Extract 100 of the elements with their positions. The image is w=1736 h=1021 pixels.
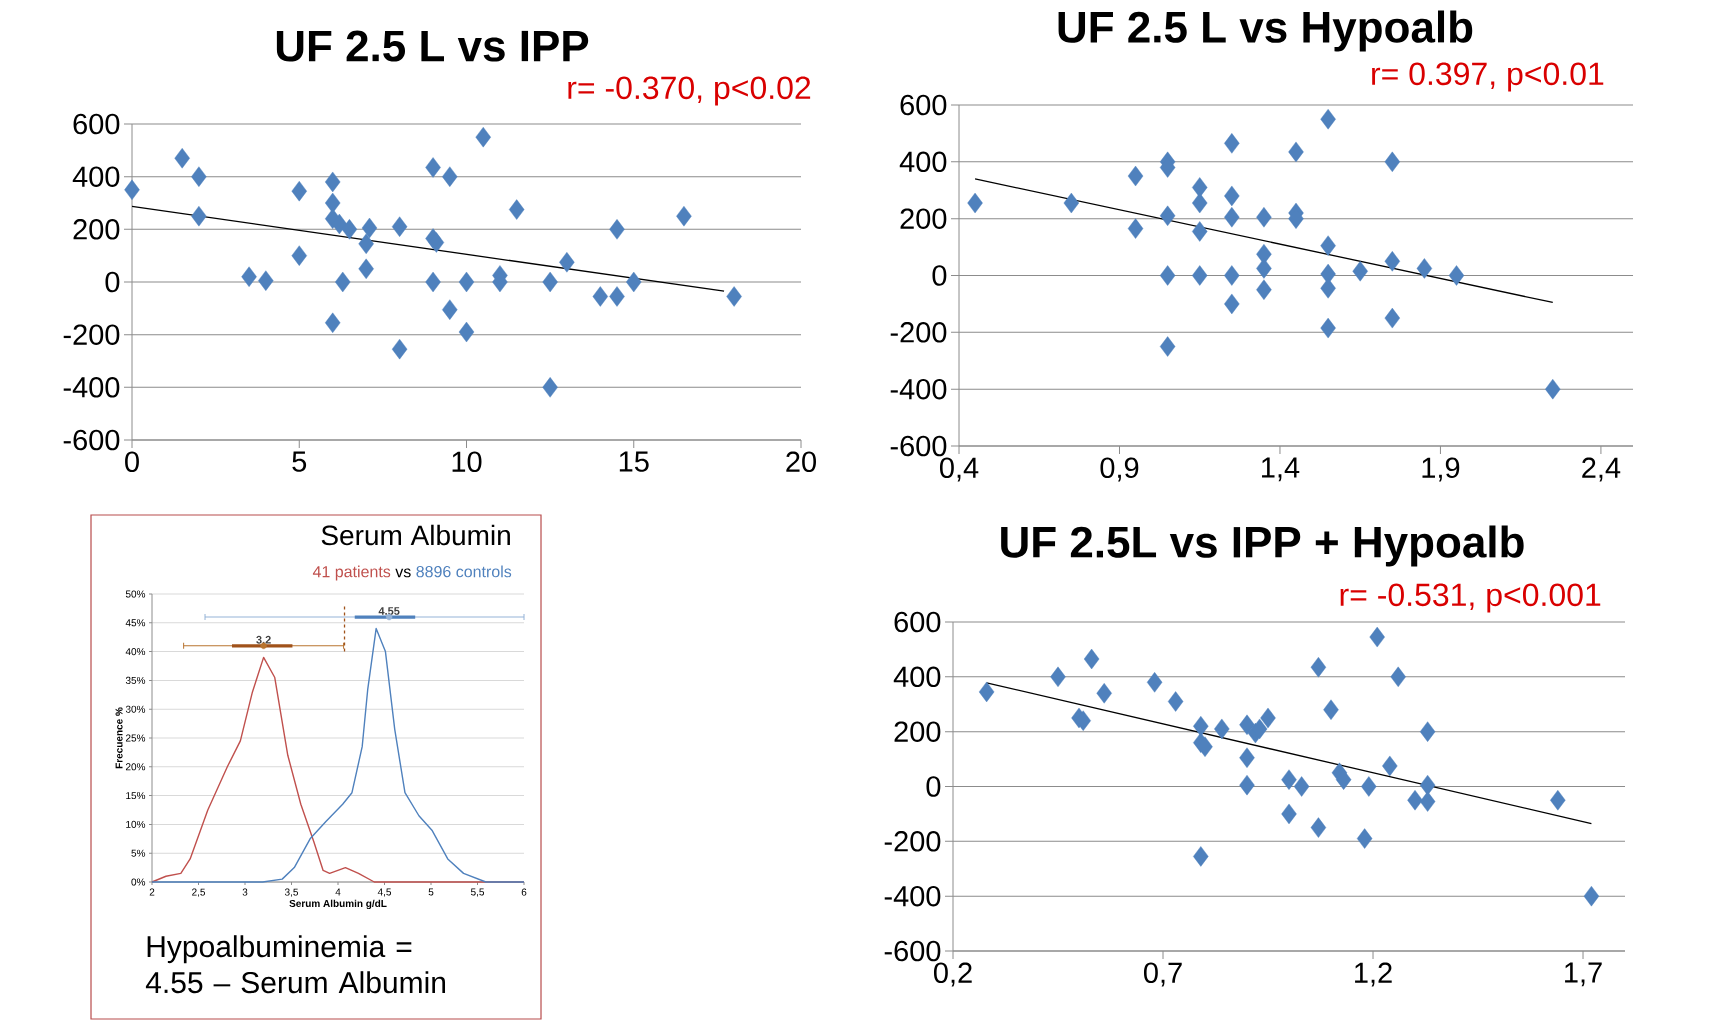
- point: [291, 180, 307, 202]
- point: [1320, 235, 1336, 256]
- x-tick-label: 2,5: [192, 888, 206, 897]
- y-tick-label: 0: [105, 271, 120, 293]
- point: [1419, 774, 1436, 796]
- y-tick-label: 600: [894, 611, 941, 633]
- point: [1545, 378, 1561, 400]
- y-tick-label: -600: [890, 435, 947, 457]
- point: [542, 377, 558, 398]
- point: [1281, 769, 1297, 790]
- point: [1146, 672, 1163, 693]
- point: [1159, 336, 1176, 357]
- point: [1419, 791, 1436, 812]
- x-axis-title: Serum Albumin g/dL: [289, 899, 387, 910]
- y-tick-label: 40%: [125, 648, 146, 656]
- point: [1224, 207, 1240, 228]
- point: [609, 219, 625, 240]
- point: [1550, 790, 1566, 811]
- point: [1063, 192, 1080, 214]
- y-tick-label: 15%: [126, 792, 146, 800]
- text: 41 patients: [312, 565, 391, 581]
- point: [609, 286, 625, 307]
- y-tick-label: 400: [893, 666, 941, 688]
- y-axis-title: Frecuence %: [115, 707, 123, 769]
- y-tick-label: 45%: [125, 619, 146, 627]
- x-tick-label: 15: [619, 451, 649, 472]
- point: [1192, 221, 1208, 242]
- chart-title: UF 2.5 L vs IPP: [276, 30, 589, 62]
- point: [1419, 721, 1436, 742]
- text: 8896 controls: [416, 565, 512, 578]
- text: vs: [395, 568, 411, 578]
- point: [1127, 218, 1144, 239]
- point: [1384, 251, 1400, 272]
- point: [1096, 683, 1112, 704]
- x-tick-label: 10: [452, 451, 482, 473]
- point: [1382, 755, 1398, 777]
- point: [1356, 828, 1373, 849]
- text: r= 0.397, p<0.01: [1372, 62, 1604, 92]
- point: [191, 205, 207, 227]
- point: [341, 219, 358, 240]
- x-tick-label: 2,4: [1582, 457, 1621, 482]
- y-tick-label: -200: [63, 324, 120, 345]
- point: [1256, 207, 1272, 228]
- point: [391, 338, 408, 360]
- y-tick-label: 400: [899, 151, 947, 173]
- point: [1224, 265, 1240, 286]
- y-tick-label: 400: [72, 166, 120, 187]
- point: [1050, 666, 1066, 688]
- y-tick-label: -400: [884, 885, 941, 907]
- text: r= -0.531, p<0.001: [1340, 583, 1601, 613]
- point: [1352, 261, 1368, 282]
- point: [1192, 177, 1208, 198]
- point: [542, 271, 558, 293]
- point: [1214, 718, 1230, 740]
- point: [1384, 307, 1400, 329]
- y-tick-label: 35%: [125, 676, 146, 684]
- x-tick-label: 4: [335, 888, 341, 896]
- x-tick-label: 0,9: [1100, 457, 1139, 482]
- x-tick-label: 2: [149, 888, 155, 896]
- point: [1159, 205, 1176, 227]
- y-tick-label: 200: [900, 208, 947, 229]
- point: [442, 166, 458, 187]
- y-tick-label: 0: [926, 776, 941, 797]
- point: [1192, 192, 1208, 214]
- y-tick-label: 200: [73, 219, 120, 240]
- y-tick-label: -600: [63, 429, 120, 451]
- chart-title: UF 2.5 L vs Hypoalb: [1058, 10, 1473, 52]
- point: [1390, 666, 1406, 688]
- point: [626, 271, 642, 293]
- point: [325, 192, 341, 214]
- point: [967, 192, 983, 214]
- x-tick-label: 3: [242, 888, 248, 896]
- x-tick-label: 6: [521, 888, 527, 896]
- y-tick-label: 5%: [131, 849, 146, 857]
- point: [1260, 707, 1276, 729]
- x-tick-label: 0,2: [933, 962, 972, 987]
- point: [1416, 258, 1433, 279]
- point: [978, 681, 995, 703]
- point: [1167, 691, 1184, 712]
- point: [559, 252, 575, 273]
- point: [425, 157, 441, 178]
- point: [1310, 657, 1327, 678]
- point: [258, 270, 274, 291]
- point: [1320, 278, 1336, 299]
- point: [1583, 885, 1600, 907]
- point: [1361, 776, 1377, 797]
- point: [442, 299, 458, 320]
- x-tick-label: 5: [292, 451, 307, 472]
- point: [1083, 648, 1100, 670]
- x-tick-label: 0,4: [939, 457, 979, 482]
- point: [1384, 151, 1400, 173]
- y-tick-label: 25%: [125, 734, 146, 742]
- point: [1159, 265, 1176, 286]
- point: [676, 205, 692, 227]
- point: [726, 286, 742, 307]
- point: [458, 321, 475, 343]
- point: [241, 266, 257, 287]
- chart-title: UF 2.5L vs IPP + Hypoalb: [1001, 525, 1524, 567]
- point: [425, 271, 441, 293]
- point: [1256, 279, 1272, 300]
